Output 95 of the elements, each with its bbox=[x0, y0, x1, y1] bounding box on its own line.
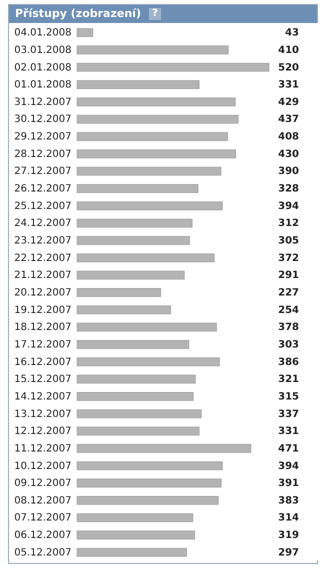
data-label: 321 bbox=[278, 374, 300, 386]
y-tick-label: 02.01.2008 bbox=[14, 62, 72, 74]
bar bbox=[76, 132, 228, 141]
bar bbox=[76, 288, 162, 297]
y-tick-label: 10.12.2007 bbox=[14, 460, 72, 472]
y-tick-label: 01.01.2008 bbox=[14, 80, 72, 91]
data-label: 437 bbox=[278, 114, 300, 126]
bar bbox=[76, 184, 198, 193]
bar bbox=[76, 166, 222, 176]
bar bbox=[76, 28, 94, 38]
data-label: 372 bbox=[278, 252, 300, 264]
y-tick-label: 25.12.2007 bbox=[14, 200, 72, 212]
y-tick-label: 09.12.2007 bbox=[14, 478, 72, 490]
data-label: 386 bbox=[278, 356, 300, 368]
help-icon: ? bbox=[148, 8, 161, 20]
bar bbox=[76, 46, 229, 54]
bar bbox=[76, 409, 202, 418]
bar bbox=[76, 530, 196, 540]
y-tick-label: 08.12.2007 bbox=[14, 495, 72, 506]
bar bbox=[76, 253, 215, 262]
data-label: 314 bbox=[278, 512, 300, 524]
bar bbox=[76, 374, 196, 384]
bar bbox=[76, 62, 270, 72]
y-tick-label: 26.12.2007 bbox=[14, 184, 72, 195]
bar bbox=[76, 548, 187, 557]
bar bbox=[76, 392, 194, 401]
data-label: 337 bbox=[278, 408, 300, 420]
bar bbox=[76, 426, 200, 436]
bar bbox=[76, 236, 190, 245]
y-tick-label: 14.12.2007 bbox=[14, 391, 72, 402]
data-label: 319 bbox=[278, 530, 300, 542]
y-tick-label: 29.12.2007 bbox=[14, 132, 72, 143]
y-tick-label: 15.12.2007 bbox=[14, 374, 72, 386]
data-label: 315 bbox=[278, 391, 300, 402]
y-tick-label: 11.12.2007 bbox=[14, 443, 72, 454]
data-label: 394 bbox=[278, 200, 300, 212]
chart-title: Přístupy (zobrazení) bbox=[15, 6, 141, 22]
bar bbox=[76, 322, 217, 332]
y-tick-label: 04.01.2008 bbox=[14, 28, 72, 39]
data-label: 383 bbox=[278, 495, 300, 506]
y-tick-label: 30.12.2007 bbox=[14, 114, 72, 126]
y-tick-label: 19.12.2007 bbox=[14, 304, 72, 316]
y-tick-label: 06.12.2007 bbox=[14, 530, 72, 542]
y-tick-label: 05.12.2007 bbox=[14, 547, 72, 558]
bar bbox=[76, 98, 236, 106]
bar bbox=[76, 80, 200, 90]
y-tick-label: 24.12.2007 bbox=[14, 218, 72, 230]
data-label: 331 bbox=[278, 80, 300, 91]
y-tick-label: 20.12.2007 bbox=[14, 288, 72, 298]
bar bbox=[76, 513, 194, 522]
bar bbox=[76, 478, 222, 488]
y-tick-label: 22.12.2007 bbox=[14, 252, 72, 264]
data-label: 429 bbox=[278, 96, 300, 108]
y-tick-label: 07.12.2007 bbox=[14, 512, 72, 524]
y-tick-label: 17.12.2007 bbox=[14, 339, 72, 350]
data-label: 43 bbox=[285, 28, 300, 39]
data-label: 303 bbox=[278, 339, 300, 350]
bar bbox=[76, 270, 185, 280]
bar bbox=[76, 461, 223, 470]
y-tick-label: 18.12.2007 bbox=[14, 322, 72, 334]
data-label: 520 bbox=[278, 62, 300, 74]
bar bbox=[76, 357, 220, 366]
data-label: 328 bbox=[278, 184, 300, 195]
data-label: 305 bbox=[278, 236, 300, 247]
y-tick-label: 23.12.2007 bbox=[14, 236, 72, 247]
data-label: 312 bbox=[278, 218, 300, 230]
y-tick-label: 21.12.2007 bbox=[14, 270, 72, 282]
bar bbox=[76, 201, 223, 210]
y-tick-label: 16.12.2007 bbox=[14, 356, 72, 368]
data-label: 254 bbox=[278, 304, 300, 316]
data-label: 408 bbox=[278, 132, 300, 143]
data-label: 390 bbox=[278, 166, 300, 178]
y-tick-label: 28.12.2007 bbox=[14, 148, 72, 160]
data-label: 227 bbox=[278, 288, 300, 298]
bar bbox=[76, 218, 192, 228]
data-label: 378 bbox=[278, 322, 300, 334]
data-label: 391 bbox=[278, 478, 300, 490]
data-label: 471 bbox=[278, 443, 300, 454]
data-label: 291 bbox=[278, 270, 300, 282]
bar bbox=[76, 149, 236, 158]
data-label: 430 bbox=[278, 148, 300, 160]
bar bbox=[76, 496, 219, 505]
data-label: 297 bbox=[278, 547, 300, 558]
bar bbox=[76, 444, 252, 453]
bar bbox=[76, 305, 172, 314]
y-tick-label: 03.01.2008 bbox=[14, 44, 72, 56]
y-tick-label: 31.12.2007 bbox=[14, 96, 72, 108]
bar bbox=[76, 340, 190, 349]
y-tick-label: 13.12.2007 bbox=[14, 408, 72, 420]
y-tick-label: 27.12.2007 bbox=[14, 166, 72, 178]
bar bbox=[76, 114, 239, 124]
y-tick-label: 12.12.2007 bbox=[14, 426, 72, 438]
data-label: 331 bbox=[278, 426, 300, 438]
data-label: 410 bbox=[278, 44, 300, 56]
data-label: 394 bbox=[278, 460, 300, 472]
